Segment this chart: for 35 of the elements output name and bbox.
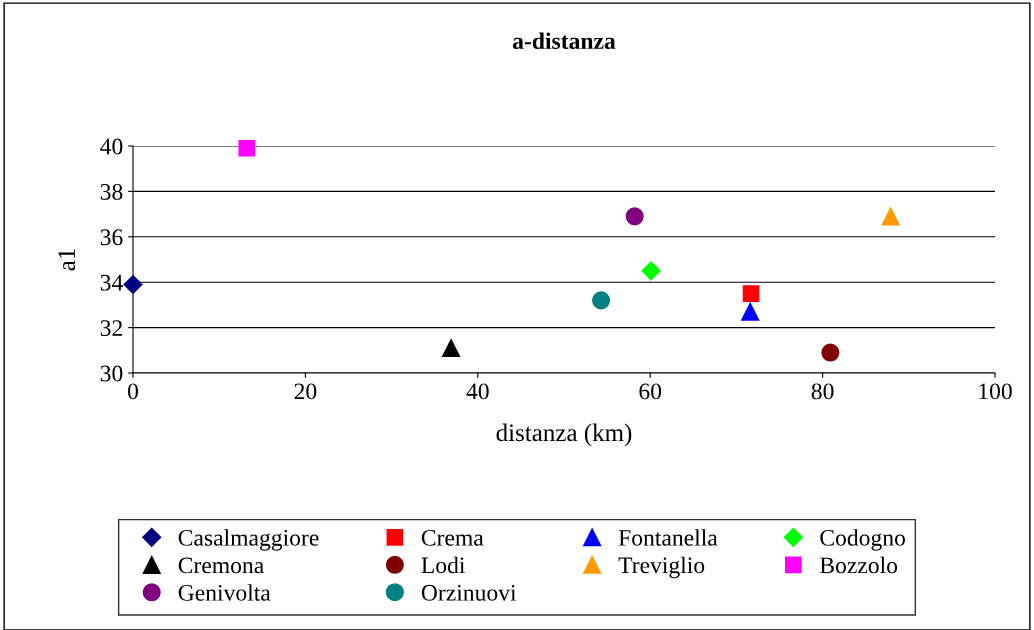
legend-label: Lodi: [421, 556, 465, 574]
y-axis-title: a1: [58, 249, 76, 271]
point: [821, 343, 840, 362]
x-tick-label: 100: [979, 383, 1012, 400]
legend-label: Codogno: [820, 529, 905, 551]
y-tick-label: 30: [100, 365, 123, 382]
point: [741, 302, 760, 321]
x-tick-label: 40: [466, 383, 489, 400]
x-tick-label: 60: [639, 383, 662, 400]
point: [442, 339, 461, 358]
x-axis-title: distanza (km): [496, 423, 632, 447]
legend-label: Cremona: [178, 557, 264, 574]
point: [881, 207, 900, 226]
point: [592, 291, 611, 310]
y-tick-label: 32: [100, 320, 122, 337]
x-tick-label: 20: [294, 383, 317, 400]
x-tick-label: 80: [811, 383, 834, 400]
point: [641, 261, 661, 281]
y-tick-label: 34: [100, 274, 123, 291]
y-tick-label: 36: [100, 229, 123, 246]
legend-label: Treviglio: [618, 556, 705, 579]
chart-title: a-distanza: [512, 32, 616, 50]
legend-label: Bozzolo: [819, 556, 898, 574]
y-tick-label: 40: [100, 138, 123, 155]
point: [123, 274, 143, 295]
point: [238, 139, 256, 157]
x-tick-label: 0: [128, 383, 138, 400]
legend-label: Orzinuovi: [421, 584, 517, 601]
y-tick-label: 38: [100, 183, 123, 200]
point: [742, 285, 760, 302]
legend-label: Genivolta: [178, 584, 271, 601]
legend-label: Casalmaggiore: [178, 529, 319, 551]
legend-label: Crema: [421, 529, 484, 546]
legend-label: Fontanella: [618, 529, 718, 546]
point: [625, 207, 644, 226]
